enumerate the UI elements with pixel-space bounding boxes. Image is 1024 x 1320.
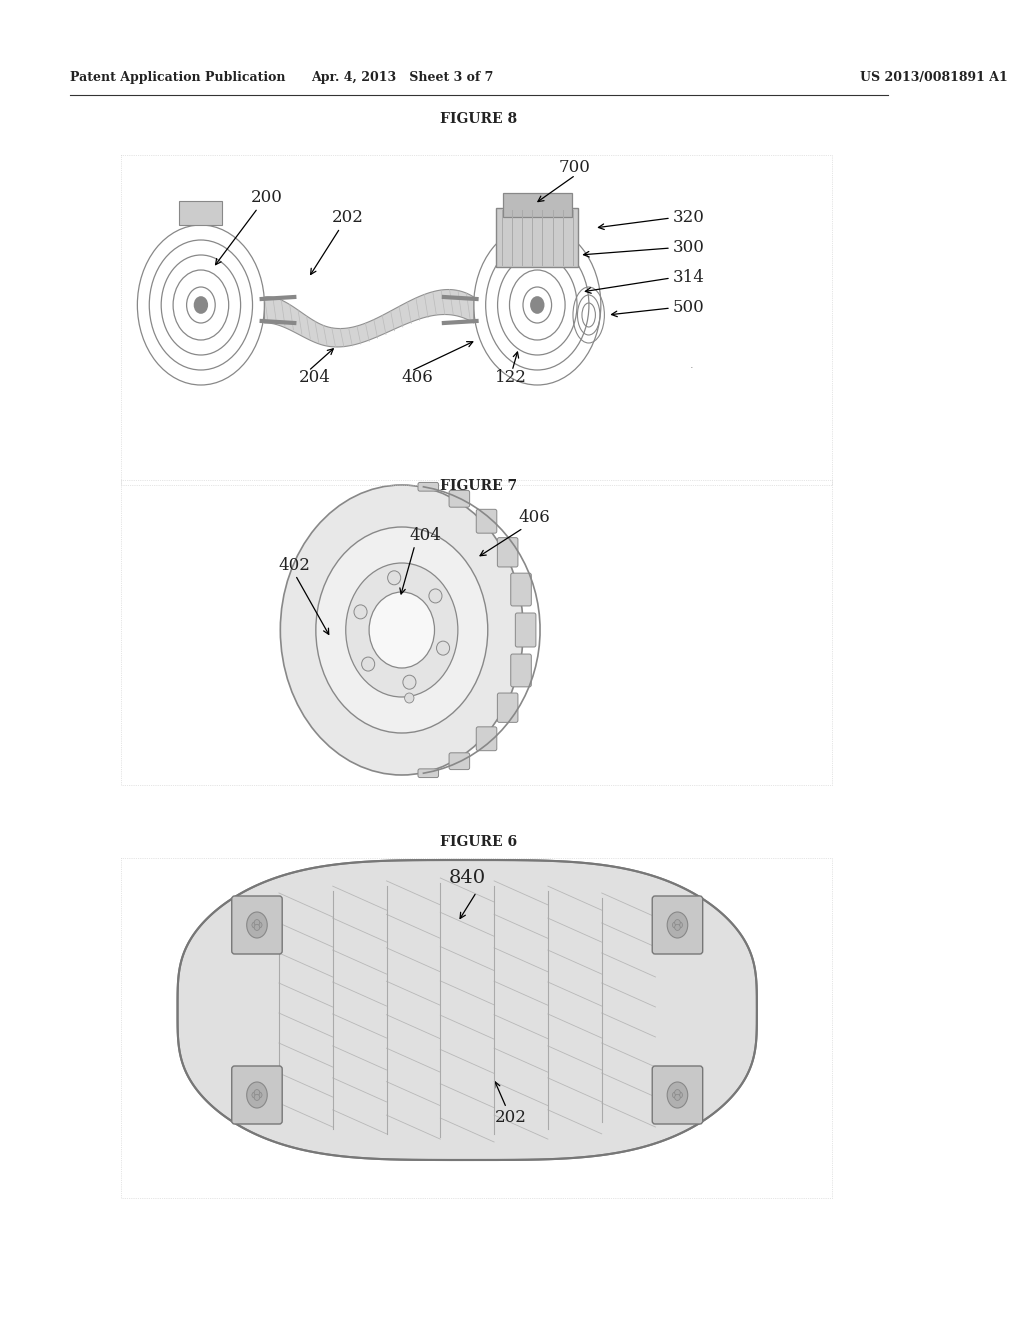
Circle shape xyxy=(673,1092,678,1098)
Text: US 2013/0081891 A1: US 2013/0081891 A1 xyxy=(860,71,1008,84)
FancyBboxPatch shape xyxy=(498,537,518,568)
Text: Apr. 4, 2013   Sheet 3 of 7: Apr. 4, 2013 Sheet 3 of 7 xyxy=(310,71,493,84)
Text: 840: 840 xyxy=(449,869,485,887)
Circle shape xyxy=(254,1094,260,1101)
FancyBboxPatch shape xyxy=(503,193,571,216)
FancyBboxPatch shape xyxy=(511,653,531,686)
Text: 700: 700 xyxy=(559,160,591,177)
Circle shape xyxy=(252,921,257,928)
Circle shape xyxy=(256,921,262,928)
Circle shape xyxy=(402,676,416,689)
Ellipse shape xyxy=(530,297,544,313)
Ellipse shape xyxy=(668,1082,688,1107)
FancyBboxPatch shape xyxy=(515,612,536,647)
FancyBboxPatch shape xyxy=(511,573,531,606)
FancyBboxPatch shape xyxy=(652,896,702,954)
Ellipse shape xyxy=(668,912,688,939)
Circle shape xyxy=(388,570,400,585)
Text: 406: 406 xyxy=(518,510,550,527)
Ellipse shape xyxy=(247,1082,267,1107)
FancyBboxPatch shape xyxy=(418,482,438,491)
Circle shape xyxy=(429,589,442,603)
Circle shape xyxy=(256,1092,262,1098)
Text: FIGURE 7: FIGURE 7 xyxy=(440,479,517,492)
Circle shape xyxy=(252,1092,257,1098)
Text: 122: 122 xyxy=(496,370,527,387)
Text: 404: 404 xyxy=(410,527,441,544)
Circle shape xyxy=(675,924,680,931)
Text: Patent Application Publication: Patent Application Publication xyxy=(70,71,286,84)
Ellipse shape xyxy=(369,591,434,668)
FancyBboxPatch shape xyxy=(450,752,470,770)
Polygon shape xyxy=(177,861,757,1160)
Text: 202: 202 xyxy=(332,210,364,227)
Circle shape xyxy=(354,605,367,619)
Circle shape xyxy=(254,924,260,931)
Ellipse shape xyxy=(346,564,458,697)
Circle shape xyxy=(361,657,375,671)
Polygon shape xyxy=(264,289,474,347)
Text: 202: 202 xyxy=(496,1110,527,1126)
Text: ·: · xyxy=(689,363,693,374)
Circle shape xyxy=(436,642,450,655)
Circle shape xyxy=(404,693,414,704)
Circle shape xyxy=(254,1089,260,1096)
FancyBboxPatch shape xyxy=(476,727,497,751)
FancyBboxPatch shape xyxy=(476,510,497,533)
Ellipse shape xyxy=(315,527,487,733)
Circle shape xyxy=(673,921,678,928)
FancyBboxPatch shape xyxy=(498,693,518,722)
FancyBboxPatch shape xyxy=(652,1067,702,1125)
FancyBboxPatch shape xyxy=(231,896,283,954)
FancyBboxPatch shape xyxy=(418,768,438,777)
FancyBboxPatch shape xyxy=(179,201,222,224)
Text: 402: 402 xyxy=(279,557,310,573)
Text: FIGURE 6: FIGURE 6 xyxy=(440,836,517,849)
Ellipse shape xyxy=(281,484,523,775)
Ellipse shape xyxy=(195,297,207,313)
Text: 320: 320 xyxy=(673,210,705,227)
FancyBboxPatch shape xyxy=(497,209,579,267)
Circle shape xyxy=(675,920,680,925)
Circle shape xyxy=(677,921,683,928)
Circle shape xyxy=(254,920,260,925)
Circle shape xyxy=(675,1089,680,1096)
Text: 200: 200 xyxy=(251,190,283,206)
FancyBboxPatch shape xyxy=(231,1067,283,1125)
Text: 314: 314 xyxy=(673,269,705,286)
Text: 500: 500 xyxy=(673,300,705,317)
Text: 420: 420 xyxy=(231,1110,263,1126)
Ellipse shape xyxy=(247,912,267,939)
FancyBboxPatch shape xyxy=(450,491,470,507)
Text: 204: 204 xyxy=(299,370,331,387)
Circle shape xyxy=(675,1094,680,1101)
Text: 406: 406 xyxy=(401,370,433,387)
Circle shape xyxy=(677,1092,683,1098)
Text: 300: 300 xyxy=(673,239,705,256)
Text: FIGURE 8: FIGURE 8 xyxy=(440,112,517,125)
